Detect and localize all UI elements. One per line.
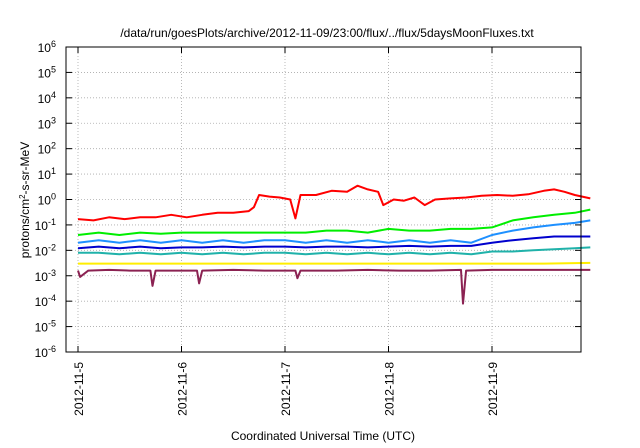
y-tick-label: 105: [38, 64, 56, 80]
y-tick-label: 102: [38, 141, 56, 157]
series-line-4: [77, 235, 591, 250]
y-axis-label-sup: 2: [18, 194, 27, 199]
y-axis-label-post: -s-sr-MeV: [18, 142, 32, 195]
y-tick-label: 10-4: [35, 293, 56, 309]
y-tick-label: 100: [38, 192, 56, 208]
y-axis-label-pre: protons/cm: [18, 199, 32, 258]
y-tick-label-exp: 2: [51, 141, 56, 151]
y-tick-label-exp: -3: [48, 268, 56, 278]
y-tick-label: 10-6: [35, 344, 56, 360]
y-tick-label-base: 10: [38, 41, 52, 55]
y-tick-label: 103: [38, 115, 56, 131]
series-line-2: [77, 208, 591, 236]
y-tick-label-exp: 1: [51, 166, 56, 176]
y-tick-label: 104: [38, 90, 56, 106]
series-line-7: [77, 268, 591, 305]
x-tick-label: 2012-11-5: [72, 362, 86, 416]
y-tick-label-base: 10: [35, 321, 49, 335]
y-tick-label-exp: 5: [51, 64, 56, 74]
y-tick-label-base: 10: [38, 143, 52, 157]
series-group: [77, 184, 591, 305]
x-tick-label: 2012-11-6: [176, 362, 190, 416]
y-tick-label-base: 10: [35, 270, 49, 284]
y-tick-label-base: 10: [35, 346, 49, 360]
y-tick-label-base: 10: [35, 295, 49, 309]
y-tick-label: 10-3: [35, 268, 56, 284]
y-axis-ticks: 10-610-510-410-310-210-11001011021031041…: [35, 39, 581, 360]
chart-title: /data/run/goesPlots/archive/2012-11-09/2…: [120, 26, 534, 40]
grid-lines: [66, 46, 581, 353]
x-tick-label: 2012-11-7: [279, 362, 293, 416]
series-line-3: [77, 219, 591, 244]
y-tick-label-base: 10: [35, 244, 49, 258]
y-tick-label: 101: [38, 166, 56, 182]
y-tick-label: 10-2: [35, 242, 56, 258]
y-tick-label-exp: -6: [48, 344, 56, 354]
y-tick-label-base: 10: [38, 117, 52, 131]
y-tick-label-exp: 3: [51, 115, 56, 125]
y-tick-label-exp: -1: [48, 217, 56, 227]
y-axis-label: protons/cm2-s-sr-MeV: [18, 142, 33, 258]
x-tick-label: 2012-11-9: [486, 362, 500, 416]
y-tick-label: 10-5: [35, 319, 56, 335]
y-tick-label-base: 10: [38, 194, 52, 208]
y-tick-label-exp: 4: [51, 90, 56, 100]
y-tick-label-exp: -4: [48, 293, 56, 303]
plot-frame: [65, 46, 582, 353]
y-tick-label-exp: 6: [51, 39, 56, 49]
y-tick-label-exp: -2: [48, 242, 56, 252]
series-line-1: [77, 184, 591, 222]
y-tick-label-exp: 0: [51, 192, 56, 202]
x-tick-label: 2012-11-8: [383, 362, 397, 416]
series-line-5: [78, 246, 591, 256]
y-tick-label-exp: -5: [48, 319, 56, 329]
x-axis-label: Coordinated Universal Time (UTC): [231, 429, 415, 443]
y-tick-label-base: 10: [38, 66, 52, 80]
y-tick-label: 106: [38, 39, 56, 55]
x-axis-ticks: 2012-11-5 2012-11-6 2012-11-7 2012-11-8 2012…: [72, 47, 500, 416]
y-tick-label: 10-1: [35, 217, 56, 233]
y-tick-label-base: 10: [35, 219, 49, 233]
series-line-6: [78, 261, 591, 265]
y-tick-label-base: 10: [38, 92, 52, 106]
y-tick-label-base: 10: [38, 168, 52, 182]
